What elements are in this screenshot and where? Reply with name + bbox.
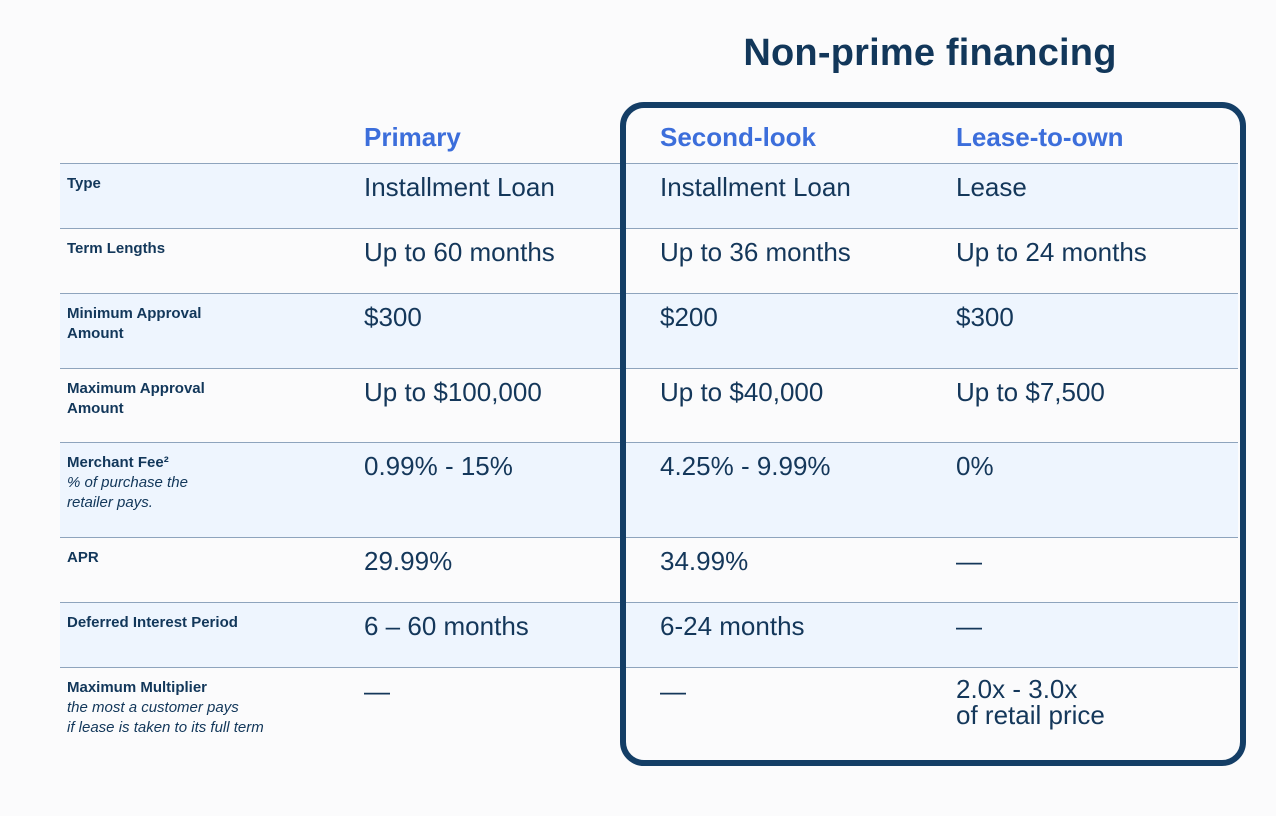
row-label-text: Maximum Multiplier xyxy=(67,679,208,696)
row-label-text: Merchant Fee² xyxy=(67,454,169,471)
row-label-text: Minimum Approval Amount xyxy=(67,305,202,342)
row-label-merchant-fee: Merchant Fee² % of purchase the retailer… xyxy=(67,453,307,513)
cell-primary-maximum-approval: Up to $100,000 xyxy=(364,377,542,407)
row-label-type: Type xyxy=(67,174,307,194)
cell-primary-term-lengths: Up to 60 months xyxy=(364,237,555,267)
cell-primary-deferred-interest: 6 – 60 months xyxy=(364,611,529,641)
cell-primary-apr: 29.99% xyxy=(364,546,453,576)
cell-primary-merchant-fee: 0.99% - 15% xyxy=(364,451,513,481)
table-row-merchant-fee: Merchant Fee² % of purchase the retailer… xyxy=(60,442,1238,538)
cell-lease-to-own-minimum-approval: $300 xyxy=(956,302,1014,332)
cell-lease-to-own-maximum-approval: Up to $7,500 xyxy=(956,377,1105,407)
row-label-maximum-approval: Maximum Approval Amount xyxy=(67,379,307,419)
cell-second-look-type: Installment Loan xyxy=(660,172,851,202)
cell-lease-to-own-type: Lease xyxy=(956,172,1027,202)
cell-second-look-minimum-approval: $200 xyxy=(660,302,718,332)
row-label-text: Type xyxy=(67,175,101,192)
table-row-maximum-multiplier: Maximum Multiplier the most a customer p… xyxy=(60,667,1238,758)
table-row-minimum-approval: Minimum Approval Amount $300 $200 $300 xyxy=(60,293,1238,369)
cell-primary-minimum-approval: $300 xyxy=(364,302,422,332)
row-label-maximum-multiplier: Maximum Multiplier the most a customer p… xyxy=(67,678,367,738)
table-row-apr: APR 29.99% 34.99% — xyxy=(60,537,1238,603)
cell-lease-to-own-maximum-multiplier: 2.0x - 3.0x of retail price xyxy=(956,674,1105,730)
column-header-primary: Primary xyxy=(364,122,461,152)
cell-lease-to-own-merchant-fee: 0% xyxy=(956,451,994,481)
cell-second-look-merchant-fee: 4.25% - 9.99% xyxy=(660,451,831,481)
row-label-deferred-interest: Deferred Interest Period xyxy=(67,613,307,633)
cell-lease-to-own-term-lengths: Up to 24 months xyxy=(956,237,1147,267)
row-label-minimum-approval: Minimum Approval Amount xyxy=(67,304,307,344)
non-prime-financing-heading: Non-prime financing xyxy=(743,32,1117,74)
row-label-text: Deferred Interest Period xyxy=(67,614,238,631)
row-label-text: Term Lengths xyxy=(67,240,166,257)
row-label-description: the most a customer pays if lease is tak… xyxy=(67,699,264,736)
row-label-term-lengths: Term Lengths xyxy=(67,239,307,259)
cell-second-look-apr: 34.99% xyxy=(660,546,749,576)
row-label-text: Maximum Approval Amount xyxy=(67,380,205,417)
cell-lease-to-own-apr: — xyxy=(956,546,982,576)
cell-second-look-term-lengths: Up to 36 months xyxy=(660,237,851,267)
cell-primary-maximum-multiplier: — xyxy=(364,676,390,706)
table-row-deferred-interest: Deferred Interest Period 6 – 60 months 6… xyxy=(60,602,1238,668)
cell-primary-type: Installment Loan xyxy=(364,172,555,202)
cell-second-look-maximum-approval: Up to $40,000 xyxy=(660,377,824,407)
table-row-maximum-approval: Maximum Approval Amount Up to $100,000 U… xyxy=(60,368,1238,443)
column-header-second-look: Second-look xyxy=(660,122,817,152)
column-header-lease-to-own: Lease-to-own xyxy=(956,122,1124,152)
row-label-description: % of purchase the retailer pays. xyxy=(67,474,188,511)
table-row-term-lengths: Term Lengths Up to 60 months Up to 36 mo… xyxy=(60,228,1238,294)
cell-second-look-maximum-multiplier: — xyxy=(660,676,686,706)
table-row-type: Type Installment Loan Installment Loan L… xyxy=(60,163,1238,229)
row-label-apr: APR xyxy=(67,548,307,568)
cell-second-look-deferred-interest: 6-24 months xyxy=(660,611,805,641)
cell-lease-to-own-deferred-interest: — xyxy=(956,611,982,641)
row-label-text: APR xyxy=(67,549,99,566)
